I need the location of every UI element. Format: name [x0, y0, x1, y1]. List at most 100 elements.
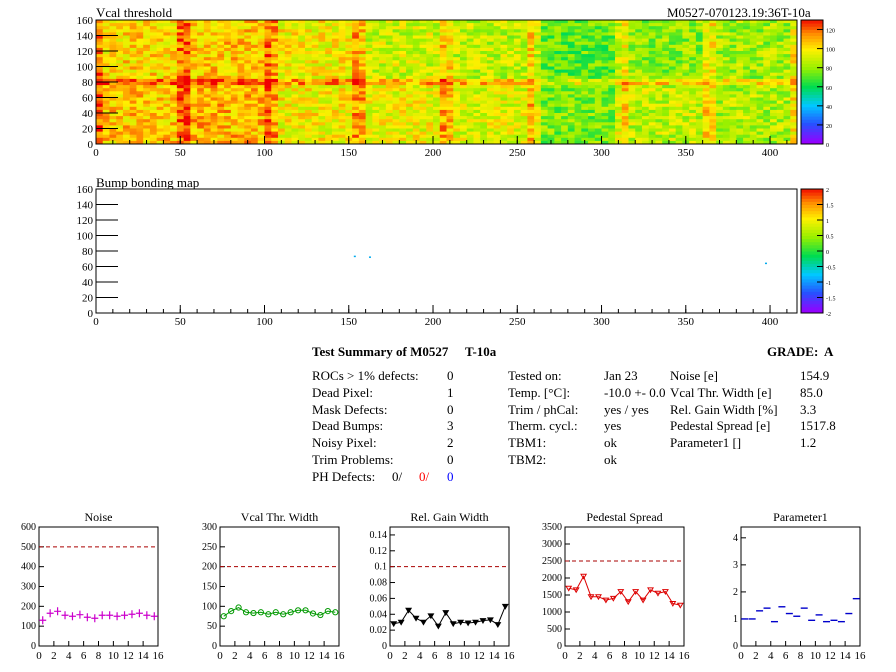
data-point	[220, 613, 227, 620]
grade-value: A	[824, 344, 834, 359]
ph-defects-label: PH Defects:	[312, 469, 376, 484]
vcal-threshold-map[interactable]: 0 50 100 150 200 250 300 350 4000204060801001201…	[0, 0, 896, 160]
colorbar-band	[801, 207, 823, 212]
colorbar-frame	[800, 19, 824, 145]
colorbar-band	[801, 72, 823, 77]
summary-value: 3.3	[800, 401, 817, 417]
y-tick-label: 100	[77, 62, 94, 74]
data-point	[397, 619, 405, 626]
colorbar-band	[801, 195, 823, 199]
data-point	[494, 622, 502, 628]
x-tick-label: 2	[577, 650, 583, 662]
y-tick-label: 120	[77, 215, 94, 227]
chart-frame	[564, 526, 685, 647]
data-point	[309, 610, 317, 617]
colorbar-band	[801, 238, 823, 243]
colorbar-band	[801, 131, 823, 136]
data-point	[647, 587, 655, 594]
summary-value: yes / yes	[604, 401, 649, 417]
dead-bump-point	[353, 255, 356, 258]
x-tick-label: 8	[798, 650, 804, 662]
colorbar-band	[801, 275, 823, 280]
x-tick-label: 400	[762, 147, 779, 159]
colorbar-tick-label: -1.5	[826, 297, 836, 303]
y-tick-label: 1	[733, 614, 738, 625]
y-tick-label: 2000	[542, 573, 562, 584]
colorbar-band	[801, 285, 823, 289]
x-tick-label: 4	[768, 650, 774, 662]
vcal-map-title: Vcal threshold	[96, 5, 173, 20]
y-tick-label: 200	[202, 562, 217, 573]
data-point	[669, 601, 677, 607]
summary-label: ROCs > 1% defects:	[312, 368, 419, 383]
y-tick-label: 0.12	[370, 546, 388, 557]
colorbar-tick-label: 0	[826, 143, 829, 149]
data-point	[587, 594, 595, 601]
x-tick-label: 50	[175, 316, 187, 328]
colorbar-band	[801, 78, 823, 83]
summary-label: Pedestal Spread [e]	[670, 418, 771, 434]
colorbar-band	[801, 66, 823, 71]
x-tick-label: 6	[81, 650, 87, 662]
y-tick-label: 0.08	[370, 578, 388, 589]
summary-value: 1	[447, 384, 454, 400]
colorbar-band	[801, 220, 823, 224]
x-tick-label: 350	[678, 147, 695, 159]
summary-label: TBM2:	[508, 452, 547, 467]
colorbar-band	[801, 100, 823, 105]
x-tick-label: 10	[108, 650, 120, 662]
data-point	[46, 609, 54, 618]
colorbar-band	[801, 97, 823, 102]
colorbar-band	[801, 263, 823, 267]
x-tick-label: 50	[175, 147, 187, 159]
x-tick-label: 14	[138, 650, 150, 662]
y-tick-label: 120	[77, 46, 94, 58]
data-point	[332, 609, 339, 616]
chart-frame	[740, 526, 861, 647]
y-tick-label: 40	[82, 108, 94, 120]
x-tick-label: 16	[679, 650, 691, 662]
colorbar-band	[801, 106, 823, 111]
colorbar-band	[801, 103, 823, 108]
series-line	[393, 606, 506, 628]
x-tick-label: 300	[593, 147, 610, 159]
colorbar-band	[801, 88, 823, 92]
x-tick-label: 100	[256, 147, 273, 159]
series-line	[568, 575, 681, 606]
y-tick-label: 0.04	[370, 609, 388, 620]
data-point	[135, 609, 143, 618]
data-point	[419, 619, 427, 626]
data-point	[580, 573, 588, 580]
chart-frame	[219, 526, 340, 647]
x-tick-label: 10	[289, 650, 301, 662]
summary-label: Tested on:	[508, 368, 562, 383]
colorbar-band	[801, 41, 823, 46]
colorbar-band	[801, 229, 823, 233]
x-tick-label: 0	[562, 650, 568, 662]
data-point	[602, 597, 610, 604]
data-point	[113, 612, 121, 621]
data-point	[54, 607, 62, 616]
y-tick-label: 0.1	[375, 562, 388, 573]
x-tick-label: 0	[387, 650, 393, 662]
colorbar-band	[801, 47, 823, 52]
data-point	[457, 619, 465, 626]
summary-value: ok	[604, 452, 617, 467]
x-tick-label: 200	[425, 147, 442, 159]
x-tick-label: 12	[304, 650, 315, 662]
summary-label: Noise [e]	[670, 368, 719, 383]
y-tick-label: 100	[202, 601, 217, 612]
y-tick-label: 3	[733, 560, 738, 571]
summary-value: 0	[447, 368, 454, 383]
colorbar-band	[801, 134, 823, 139]
summary-label: Rel. Gain Width [%]	[670, 401, 778, 417]
colorbar-tick-label: 1	[826, 219, 829, 225]
colorbar-band	[801, 291, 823, 295]
bump-bonding-map[interactable]: 0 50 100 150 200 250 300 350 4000204060801001201…	[0, 0, 896, 330]
summary-value: 85.0	[800, 384, 823, 400]
colorbar-band	[801, 82, 823, 86]
colorbar-tick-label: 100	[826, 48, 835, 54]
summary-label: Parameter1 []	[670, 435, 742, 451]
